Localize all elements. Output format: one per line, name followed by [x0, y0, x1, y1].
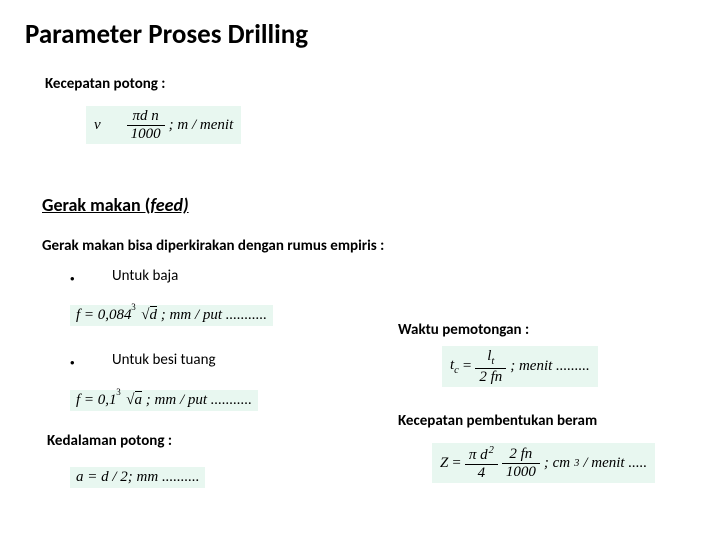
- z-num1: π d: [469, 447, 488, 463]
- section-depth: Kedalaman potong :: [47, 432, 172, 450]
- baja-root-idx: 3: [131, 302, 136, 312]
- label-baja: Untuk baja: [112, 267, 178, 285]
- var-v: v: [94, 117, 101, 134]
- besi-tail: ; mm / put ...........: [142, 392, 252, 408]
- z-unit2: / menit .....: [583, 455, 647, 472]
- z-num2: 2 fn: [502, 446, 540, 464]
- v-unit: ; m / menit: [169, 117, 234, 134]
- formula-depth: a = d / 2; mm ..........: [70, 467, 205, 488]
- z-den2: 1000: [502, 464, 540, 481]
- z-sym: Z: [440, 455, 448, 472]
- v-numerator: πd n: [127, 108, 165, 126]
- bullet-baja: •: [70, 271, 75, 286]
- besi-radical: √: [126, 392, 134, 408]
- z-den1: 4: [465, 465, 498, 482]
- tc-sub: c: [454, 365, 459, 376]
- baja-eq: = 0,084: [80, 307, 135, 323]
- section-cutting-speed: Kecepatan potong :: [45, 75, 165, 93]
- z-num1-sup: 2: [489, 445, 494, 456]
- depth-rhs: = d / 2; mm ..........: [84, 469, 200, 485]
- section-cut-time: Waktu pemotongan :: [398, 321, 529, 339]
- formula-baja: f = 0,084 3√d ; mm / put ...........: [70, 305, 273, 326]
- z-sup3: 3: [574, 458, 579, 469]
- feed-heading-italic: feed): [150, 194, 188, 216]
- formula-cutting-speed: v πd n 1000 ; m / menit: [86, 106, 241, 144]
- baja-radical: √: [141, 307, 149, 323]
- baja-radicand: d: [150, 306, 158, 323]
- feed-desc: Gerak makan bisa diperkirakan dengan rum…: [42, 237, 384, 255]
- besi-eq: = 0,1: [80, 392, 120, 408]
- v-denom: 1000: [127, 126, 165, 143]
- tc-num-sub: t: [491, 356, 494, 367]
- z-unit1: ; cm: [544, 455, 570, 472]
- depth-a: a: [76, 469, 84, 485]
- feed-heading-text: Gerak makan (: [42, 194, 150, 216]
- besi-radicand: a: [135, 391, 143, 408]
- section-feed-heading: Gerak makan (feed): [42, 194, 189, 216]
- besi-root-idx: 3: [116, 387, 121, 397]
- page-title: Parameter Proses Drilling: [25, 18, 308, 51]
- bullet-besi: •: [70, 355, 75, 370]
- formula-besi: f = 0,1 3√a ; mm / put ...........: [70, 390, 258, 411]
- section-chip-speed: Kecepatan pembentukan beram: [398, 412, 597, 430]
- baja-tail: ; mm / put ...........: [157, 307, 267, 323]
- tc-den: 2 fn: [475, 369, 506, 386]
- label-besi: Untuk besi tuang: [112, 351, 216, 369]
- tc-unit: ; menit .........: [510, 358, 590, 375]
- formula-tc: tc = lt 2 fn ; menit .........: [442, 346, 598, 387]
- formula-z: Z = π d2 4 2 fn 1000 ; cm3 / menit .....: [432, 443, 655, 483]
